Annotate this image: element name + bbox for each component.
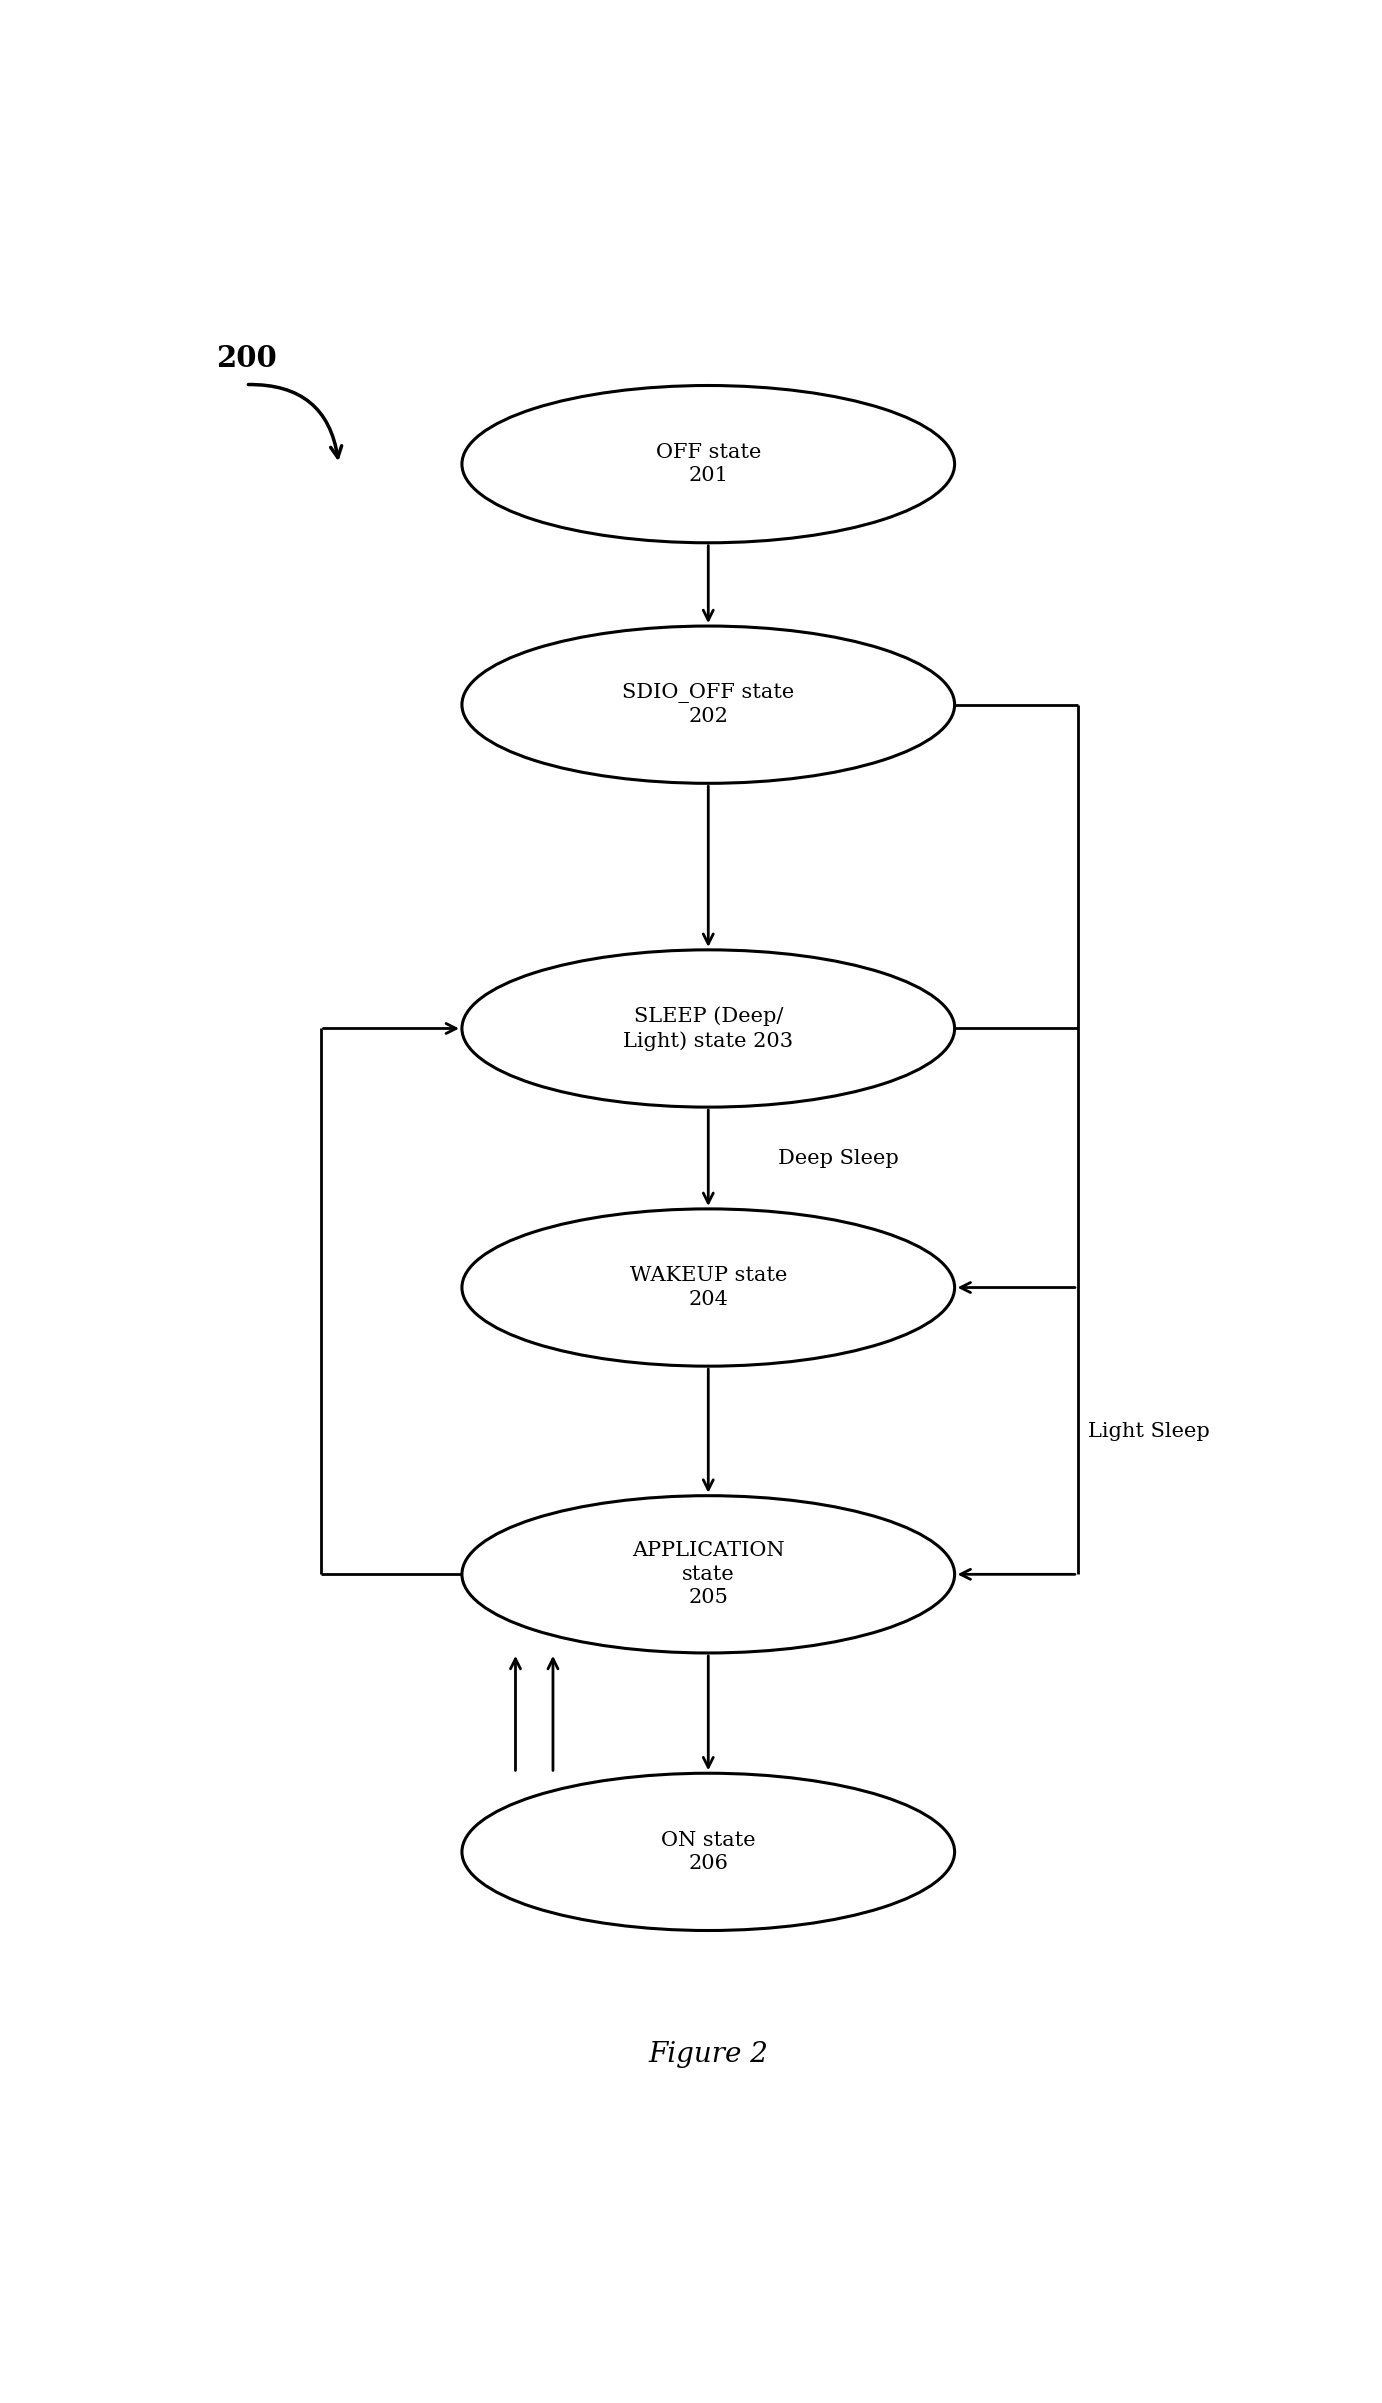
Text: 200: 200 [216,344,276,372]
Ellipse shape [462,384,955,543]
Text: OFF state
201: OFF state 201 [655,442,761,485]
Text: Deep Sleep: Deep Sleep [778,1149,898,1168]
Ellipse shape [462,1773,955,1930]
Ellipse shape [462,949,955,1108]
Ellipse shape [462,1495,955,1653]
Text: APPLICATION
state
205: APPLICATION state 205 [632,1540,785,1608]
Text: WAKEUP state
204: WAKEUP state 204 [630,1266,786,1310]
Ellipse shape [462,627,955,783]
FancyArrowPatch shape [249,384,341,457]
Text: Figure 2: Figure 2 [648,2043,768,2069]
Text: Light Sleep: Light Sleep [1089,1423,1211,1442]
Ellipse shape [462,1209,955,1367]
Text: SDIO_OFF state
202: SDIO_OFF state 202 [622,682,795,726]
Text: ON state
206: ON state 206 [661,1831,756,1872]
Text: SLEEP (Deep/
Light) state 203: SLEEP (Deep/ Light) state 203 [623,1007,793,1050]
